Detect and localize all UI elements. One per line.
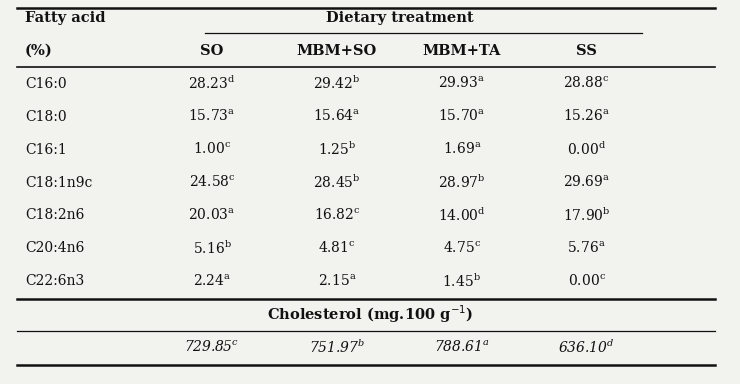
Text: 28.88$^{\mathregular{c}}$: 28.88$^{\mathregular{c}}$ (563, 76, 610, 91)
Text: 29.93$^{\mathregular{a}}$: 29.93$^{\mathregular{a}}$ (438, 76, 485, 91)
Text: SO: SO (201, 44, 223, 58)
Text: 4.75$^{\mathregular{c}}$: 4.75$^{\mathregular{c}}$ (443, 241, 481, 256)
Text: 24.58$^{\mathregular{c}}$: 24.58$^{\mathregular{c}}$ (189, 175, 235, 190)
Text: Dietary treatment: Dietary treatment (326, 11, 473, 25)
Text: 28.45$^{\mathregular{b}}$: 28.45$^{\mathregular{b}}$ (313, 174, 361, 191)
Text: 28.23$^{\mathregular{d}}$: 28.23$^{\mathregular{d}}$ (189, 75, 236, 93)
Text: Cholesterol (mg.100 g$^{-1}$): Cholesterol (mg.100 g$^{-1}$) (267, 303, 473, 325)
Text: MBM+SO: MBM+SO (297, 44, 377, 58)
Text: 5.76$^{\mathregular{a}}$: 5.76$^{\mathregular{a}}$ (568, 241, 606, 256)
Text: 29.69$^{\mathregular{a}}$: 29.69$^{\mathregular{a}}$ (563, 175, 610, 190)
Text: 1.69$^{\mathregular{a}}$: 1.69$^{\mathregular{a}}$ (443, 142, 481, 157)
Text: 2.15$^{\mathregular{a}}$: 2.15$^{\mathregular{a}}$ (317, 274, 356, 289)
Text: 16.82$^{\mathregular{c}}$: 16.82$^{\mathregular{c}}$ (314, 208, 360, 223)
Text: 5.16$^{\mathregular{b}}$: 5.16$^{\mathregular{b}}$ (192, 240, 232, 257)
Text: MBM+TA: MBM+TA (423, 44, 501, 58)
Text: Fatty acid: Fatty acid (25, 11, 105, 25)
Text: 0.00$^{\mathregular{d}}$: 0.00$^{\mathregular{d}}$ (567, 141, 606, 158)
Text: 0.00$^{\mathregular{c}}$: 0.00$^{\mathregular{c}}$ (568, 274, 606, 289)
Text: 28.97$^{\mathregular{b}}$: 28.97$^{\mathregular{b}}$ (438, 174, 485, 191)
Text: 17.90$^{\mathregular{b}}$: 17.90$^{\mathregular{b}}$ (563, 207, 610, 224)
Text: C16:1: C16:1 (25, 142, 67, 157)
Text: 14.00$^{\mathregular{d}}$: 14.00$^{\mathregular{d}}$ (438, 207, 485, 224)
Text: 20.03$^{\mathregular{a}}$: 20.03$^{\mathregular{a}}$ (189, 208, 236, 223)
Text: C18:2n6: C18:2n6 (25, 209, 84, 222)
Text: C18:0: C18:0 (25, 110, 67, 124)
Text: 1.00$^{\mathregular{c}}$: 1.00$^{\mathregular{c}}$ (193, 142, 231, 157)
Text: C18:1n9c: C18:1n9c (25, 175, 92, 190)
Text: 15.73$^{\mathregular{a}}$: 15.73$^{\mathregular{a}}$ (189, 109, 236, 124)
Text: (%): (%) (25, 44, 53, 58)
Text: 1.45$^{\mathregular{b}}$: 1.45$^{\mathregular{b}}$ (443, 273, 481, 290)
Text: 2.24$^{\mathregular{a}}$: 2.24$^{\mathregular{a}}$ (193, 274, 231, 289)
Text: C16:0: C16:0 (25, 77, 67, 91)
Text: C20:4n6: C20:4n6 (25, 242, 84, 255)
Text: 29.42$^{\mathregular{b}}$: 29.42$^{\mathregular{b}}$ (313, 75, 360, 93)
Text: 729.85$^{\mathregular{c}}$: 729.85$^{\mathregular{c}}$ (184, 339, 240, 355)
Text: 1.25$^{\mathregular{b}}$: 1.25$^{\mathregular{b}}$ (317, 141, 356, 158)
Text: 636.10$^{\mathregular{d}}$: 636.10$^{\mathregular{d}}$ (559, 339, 615, 356)
Text: C22:6n3: C22:6n3 (25, 274, 84, 288)
Text: 15.70$^{\mathregular{a}}$: 15.70$^{\mathregular{a}}$ (438, 109, 485, 124)
Text: 751.97$^{\mathregular{b}}$: 751.97$^{\mathregular{b}}$ (309, 339, 365, 356)
Text: 15.64$^{\mathregular{a}}$: 15.64$^{\mathregular{a}}$ (313, 109, 360, 124)
Text: 15.26$^{\mathregular{a}}$: 15.26$^{\mathregular{a}}$ (563, 109, 610, 124)
Text: SS: SS (576, 44, 597, 58)
Text: 788.61$^{\mathregular{a}}$: 788.61$^{\mathregular{a}}$ (434, 339, 490, 355)
Text: 4.81$^{\mathregular{c}}$: 4.81$^{\mathregular{c}}$ (318, 241, 356, 256)
